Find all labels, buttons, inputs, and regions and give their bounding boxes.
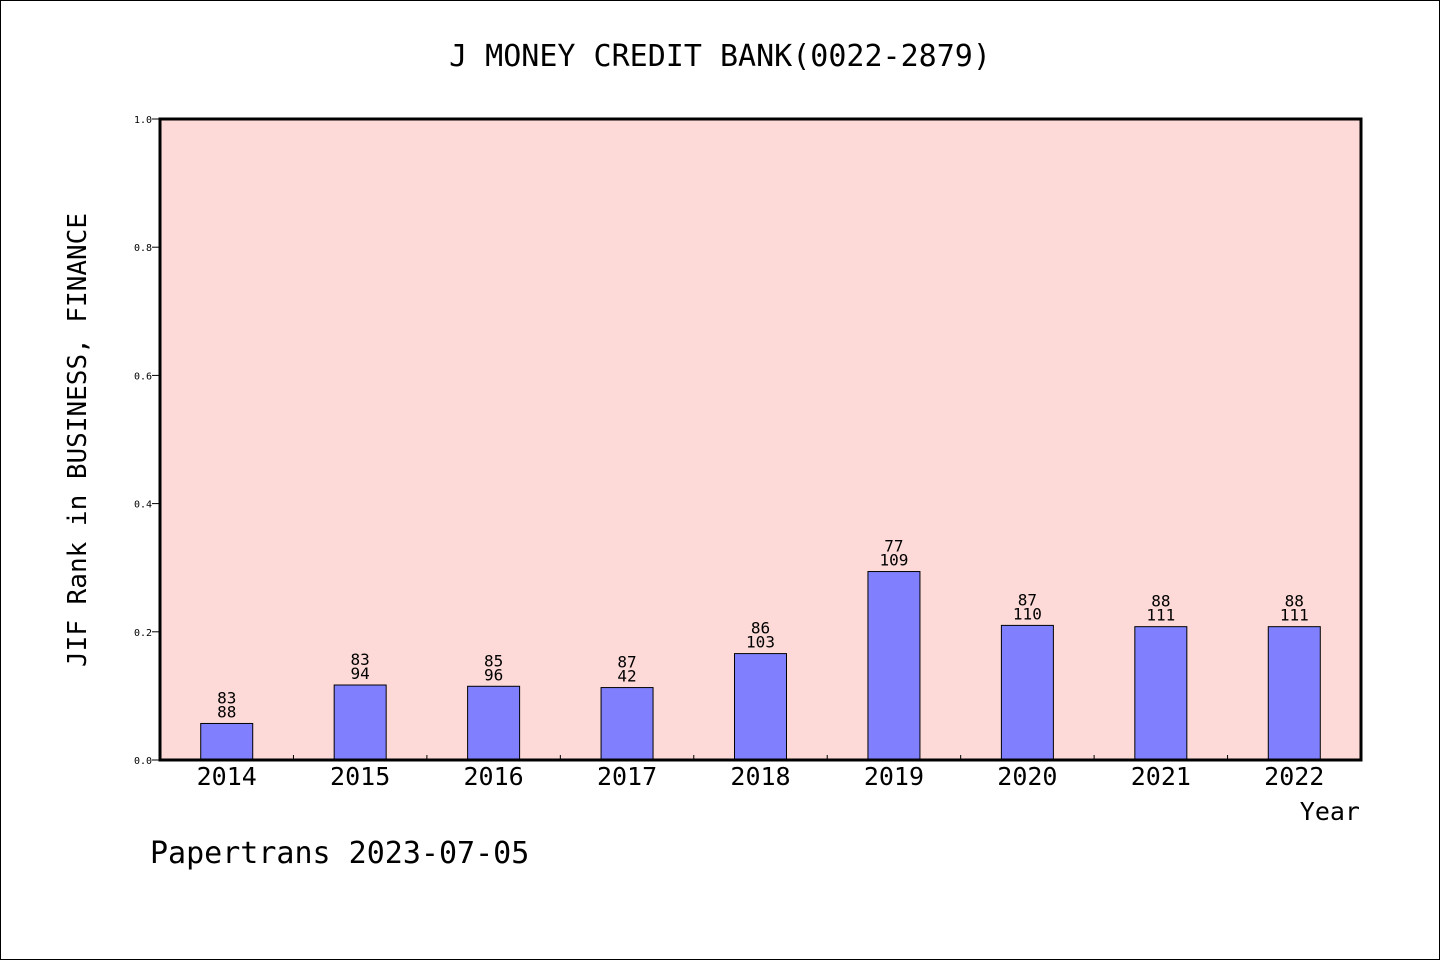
bar-label-total: 42	[617, 667, 636, 686]
x-tick-label: 2015	[330, 762, 390, 791]
bar-label-total: 111	[1146, 606, 1175, 625]
bar-label-rank: 83	[217, 688, 236, 707]
x-tick-label: 2021	[1131, 762, 1191, 791]
bar-label-total: 111	[1280, 606, 1309, 625]
bar-label-rank: 87	[617, 653, 636, 672]
bar-label-rank: 83	[351, 650, 370, 669]
bar	[1000, 624, 1054, 761]
x-axis-label: Year	[1300, 797, 1360, 826]
bars: 8388839485968742861037710987110881118811…	[200, 537, 1321, 761]
bar-label-total: 94	[351, 664, 370, 683]
bar-label-rank: 88	[1151, 592, 1170, 611]
bar	[467, 685, 521, 761]
plot-border	[158, 117, 1363, 762]
y-tick-label: 1.0	[134, 115, 152, 126]
y-tick-label: 0.6	[134, 371, 152, 382]
bar	[600, 687, 654, 761]
x-tick-label: 2020	[997, 762, 1057, 791]
bar-label-total: 88	[217, 702, 236, 721]
bar	[333, 684, 387, 761]
bar-label-total: 103	[746, 633, 775, 652]
y-axis-ticks: 0.0 0.2 0.4 0.6 0.8 1.0	[134, 115, 160, 767]
y-tick-label: 0.8	[134, 243, 152, 254]
x-tick-label: 2022	[1264, 762, 1324, 791]
bar-label-total: 109	[879, 551, 908, 570]
x-tick-label: 2017	[597, 762, 657, 791]
y-axis-label: JIF Rank in BUSINESS, FINANCE	[63, 213, 93, 667]
footer-text: Papertrans 2023-07-05	[150, 836, 529, 871]
x-axis-ticks: 2014 2015 2016 2017 2018 2019 2020 2021 2022	[197, 755, 1324, 791]
bar	[867, 571, 921, 761]
y-tick-label: 0.2	[134, 628, 152, 639]
bar-label-rank: 85	[484, 651, 503, 670]
bar-label-rank: 86	[751, 619, 770, 638]
x-tick-label: 2014	[197, 762, 257, 791]
y-tick-label: 0.4	[134, 500, 152, 511]
chart-title: J MONEY CREDIT BANK(0022-2879)	[449, 39, 991, 74]
bar-label-rank: 87	[1018, 590, 1037, 609]
bar	[734, 653, 787, 761]
bar-label-total: 110	[1013, 604, 1042, 623]
bar-label-total: 96	[484, 665, 503, 684]
bar	[1267, 626, 1321, 761]
bar	[200, 722, 254, 761]
x-tick-label: 2018	[730, 762, 790, 791]
x-tick-label: 2019	[864, 762, 924, 791]
y-tick-label: 0.0	[134, 756, 152, 767]
bar	[1134, 626, 1188, 761]
bar-label-rank: 88	[1285, 592, 1304, 611]
x-tick-label: 2016	[464, 762, 524, 791]
bar-label-rank: 77	[884, 537, 903, 556]
